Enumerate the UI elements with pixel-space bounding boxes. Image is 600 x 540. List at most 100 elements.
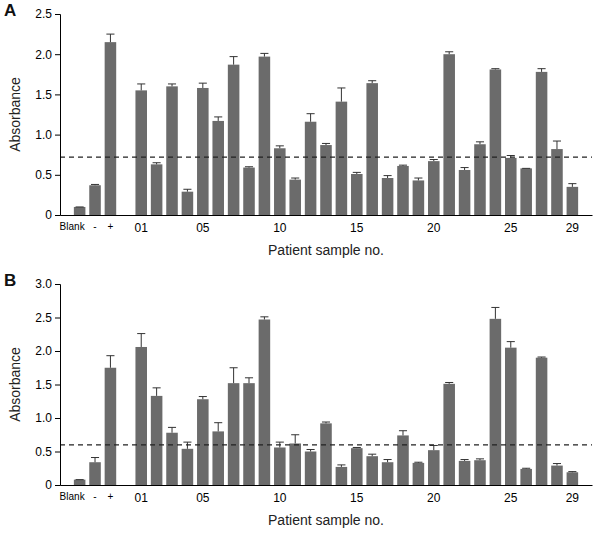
error-bar — [137, 334, 145, 347]
error-stem — [141, 334, 142, 347]
bar — [551, 149, 563, 215]
error-stem — [233, 368, 234, 383]
error-cap — [76, 206, 84, 207]
error-bar — [553, 141, 561, 149]
error-cap — [553, 463, 561, 464]
bar — [505, 158, 517, 215]
x-tick: 05 — [196, 491, 210, 505]
y-tick: 1.5 — [35, 88, 60, 102]
error-bar — [368, 454, 376, 456]
error-stem — [187, 442, 188, 449]
error-cap — [260, 316, 268, 317]
bar — [197, 88, 209, 215]
y-tick-label: 2.5 — [35, 7, 52, 21]
error-cap — [76, 479, 84, 480]
bar — [182, 192, 194, 215]
error-cap — [291, 434, 299, 435]
x-tick-label: 10 — [273, 491, 287, 505]
plot-area — [60, 307, 592, 485]
error-cap — [461, 167, 469, 168]
x-tick-label: - — [93, 221, 96, 232]
error-stem — [310, 114, 311, 122]
x-tick-label: 15 — [350, 491, 364, 505]
error-stem — [341, 88, 342, 102]
y-tick-label: 1.0 — [35, 411, 52, 425]
y-tick-label: 2.0 — [35, 48, 52, 62]
error-cap — [230, 56, 238, 57]
error-stem — [141, 84, 142, 90]
bar — [351, 448, 363, 485]
error-cap — [183, 189, 191, 190]
y-tick-mark — [55, 215, 60, 216]
error-cap — [322, 143, 330, 144]
y-tick-mark — [55, 351, 60, 352]
error-cap — [414, 462, 422, 463]
x-tick: 20 — [427, 491, 441, 505]
error-bar — [568, 471, 576, 473]
bar — [89, 185, 101, 215]
error-cap — [568, 183, 576, 184]
error-cap — [522, 468, 530, 469]
bar — [428, 161, 440, 215]
error-cap — [337, 464, 345, 465]
error-stem — [156, 388, 157, 396]
error-bar — [430, 160, 438, 162]
error-cap — [307, 449, 315, 450]
error-bar — [445, 382, 453, 383]
bar — [74, 480, 86, 485]
error-cap — [276, 145, 284, 146]
x-tick: 20 — [427, 221, 441, 235]
error-bar — [337, 88, 345, 102]
error-stem — [433, 445, 434, 450]
error-bar — [461, 460, 469, 461]
error-stem — [110, 34, 111, 42]
error-bar — [353, 447, 361, 449]
x-tick-label: 25 — [504, 221, 518, 235]
x-tick-label: 25 — [504, 491, 518, 505]
y-tick: 1.0 — [35, 128, 60, 142]
error-cap — [260, 53, 268, 54]
y-tick: 2.5 — [35, 7, 60, 21]
bar — [259, 57, 271, 215]
y-tick-label: 0.5 — [35, 445, 52, 459]
error-cap — [245, 377, 253, 378]
error-cap — [214, 116, 222, 117]
x-tick: 05 — [196, 221, 210, 235]
error-cap — [491, 307, 499, 308]
error-stem — [233, 57, 234, 65]
error-stem — [295, 435, 296, 444]
x-tick: 10 — [273, 221, 287, 235]
error-cap — [91, 184, 99, 185]
error-bar — [522, 168, 530, 169]
error-bar — [322, 422, 330, 423]
error-bar — [568, 184, 576, 187]
x-tick-label: 15 — [350, 221, 364, 235]
bar — [382, 178, 394, 215]
x-axis-title: Patient sample no. — [268, 512, 384, 528]
error-bar — [214, 423, 222, 432]
error-bar — [230, 57, 238, 65]
error-bar — [461, 168, 469, 170]
error-bar — [106, 356, 114, 368]
error-cap — [507, 155, 515, 156]
error-bar — [291, 435, 299, 444]
bar — [397, 435, 409, 485]
error-cap — [307, 113, 315, 114]
bar — [536, 358, 548, 485]
bar — [505, 348, 517, 485]
error-cap — [230, 367, 238, 368]
error-stem — [202, 83, 203, 88]
bar — [305, 122, 317, 215]
x-tick: 01 — [135, 491, 149, 505]
error-cap — [153, 162, 161, 163]
x-tick: 29 — [566, 221, 580, 235]
error-cap — [137, 83, 145, 84]
error-cap — [353, 172, 361, 173]
error-bar — [199, 83, 207, 88]
y-tick-mark — [55, 284, 60, 285]
error-bar — [153, 388, 161, 396]
error-bar — [168, 84, 176, 86]
error-cap — [153, 387, 161, 388]
y-tick-mark — [55, 94, 60, 95]
error-bar — [76, 479, 84, 480]
